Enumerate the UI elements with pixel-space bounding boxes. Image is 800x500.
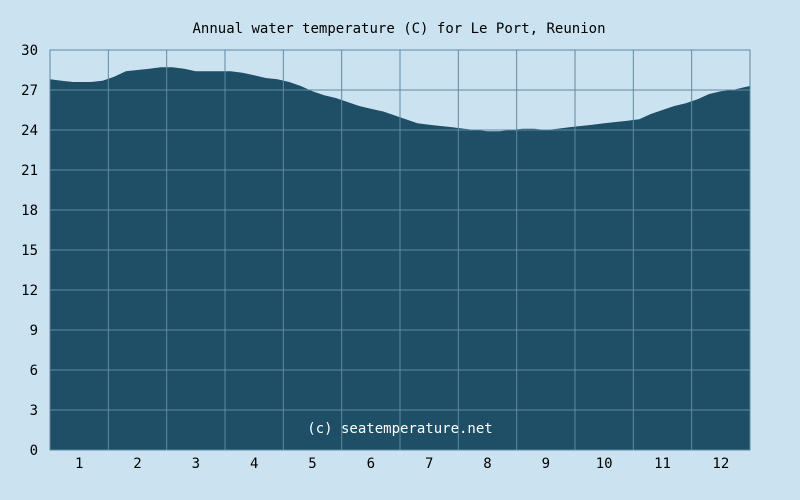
x-tick-label: 12 [712,456,729,472]
y-tick-label: 24 [21,123,38,139]
y-tick-label: 30 [21,43,38,59]
x-tick-label: 11 [654,456,671,472]
watermark: (c) seatemperature.net [307,421,492,437]
y-tick-label: 0 [30,443,38,459]
y-tick-label: 18 [21,203,38,219]
chart-title: Annual water temperature (C) for Le Port… [192,21,605,37]
x-tick-label: 5 [308,456,316,472]
y-tick-label: 9 [30,323,38,339]
x-axis-ticks: 1 2 3 4 5 6 7 8 9 10 11 12 [75,456,729,472]
x-tick-label: 7 [425,456,433,472]
x-tick-label: 4 [250,456,258,472]
x-tick-label: 2 [133,456,141,472]
plot-area [49,49,751,451]
x-tick-label: 3 [192,456,200,472]
x-tick-label: 6 [367,456,375,472]
y-axis-ticks: 0 3 6 9 12 15 18 21 24 27 30 [21,43,38,459]
y-tick-label: 3 [30,403,38,419]
x-tick-label: 1 [75,456,83,472]
x-tick-label: 10 [596,456,613,472]
y-tick-label: 6 [30,363,38,379]
y-tick-label: 27 [21,83,38,99]
plot-frame [49,49,751,451]
y-tick-label: 21 [21,163,38,179]
x-tick-label: 8 [483,456,491,472]
y-tick-label: 15 [21,243,38,259]
x-tick-label: 9 [542,456,550,472]
y-tick-label: 12 [21,283,38,299]
